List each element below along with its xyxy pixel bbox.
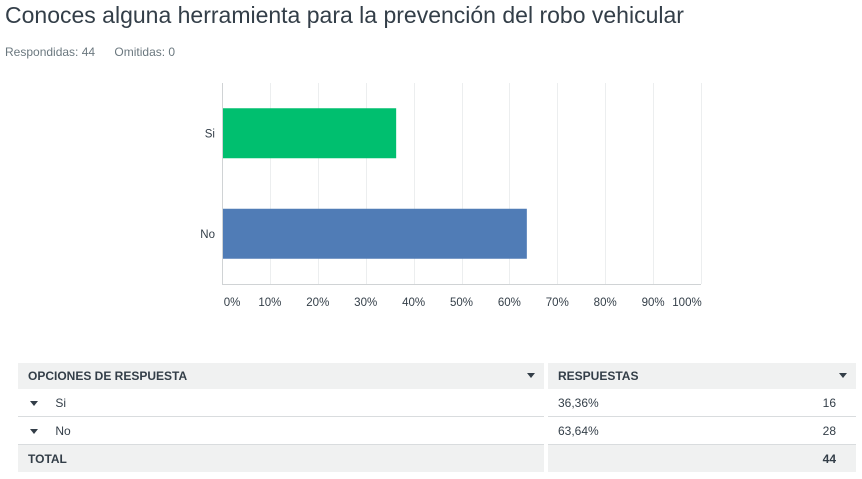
x-tick-label: 0% [224,297,241,309]
answer-option-cell: No [18,416,546,445]
x-tick-label: 20% [306,297,329,309]
table-row: No 63,64% 28 [18,416,856,445]
answer-option-label: Si [55,395,67,410]
bar-si [223,108,397,159]
x-tick-label: 100% [672,297,701,309]
sort-caret-icon[interactable] [839,373,847,378]
expand-caret-icon[interactable] [30,400,38,406]
response-count: 16 [729,389,856,417]
table-row: Si 36,36% 16 [18,389,856,417]
results-table: OPCIONES DE RESPUESTA RESPUESTAS Si 36,3… [18,363,856,472]
question-title: Conoces alguna herramienta para la preve… [5,2,684,28]
total-row: TOTAL 44 [18,444,856,472]
category-label: Si [205,128,215,140]
header-answer-options[interactable]: OPCIONES DE RESPUESTA [18,363,546,389]
answered-count: Respondidas: 44 [5,45,96,59]
response-stats: Respondidas: 44 Omitidas: 0 [5,45,191,59]
x-tick-label: 50% [450,297,473,309]
response-percent: 63,64% [543,416,730,445]
total-count: 44 [729,444,856,472]
x-tick-label: 40% [402,297,425,309]
category-label: No [200,229,215,241]
total-percent-empty [543,444,730,472]
x-tick-label: 60% [498,297,521,309]
expand-caret-icon[interactable] [30,428,38,434]
sort-caret-icon[interactable] [527,373,535,378]
x-tick-label: 90% [642,297,665,309]
skipped-count: Omitidas: 0 [114,45,176,59]
x-tick-label: 10% [258,297,281,309]
header-responses-label: RESPUESTAS [558,369,639,383]
total-label: TOTAL [18,444,546,472]
x-tick-label: 80% [594,297,617,309]
bar-no [223,208,527,259]
x-tick-label: 30% [354,297,377,309]
answer-option-cell: Si [18,389,546,417]
header-responses[interactable]: RESPUESTAS [544,363,856,389]
response-count: 28 [729,416,856,445]
header-options-label: OPCIONES DE RESPUESTA [28,369,188,383]
x-tick-label: 70% [546,297,569,309]
answer-option-label: No [55,423,71,438]
response-percent: 36,36% [543,389,730,417]
bar-chart: 0% 10% 20% 30% 40% 50% 60% 70% 80% 90% 100% Si No [200,83,702,309]
